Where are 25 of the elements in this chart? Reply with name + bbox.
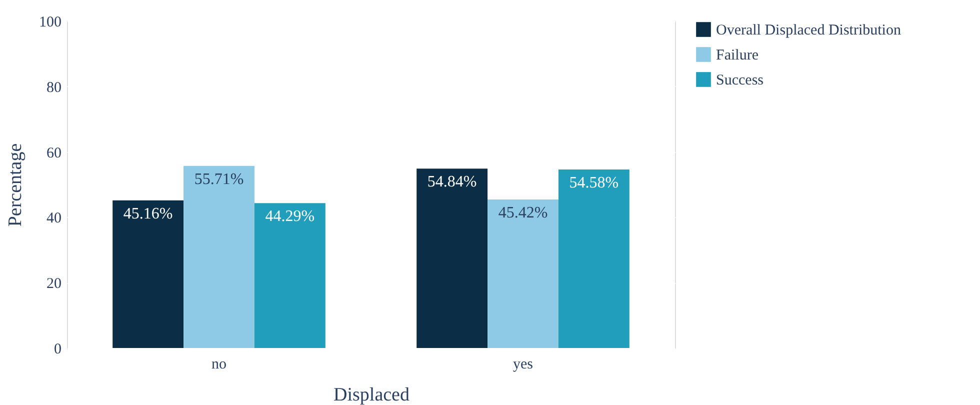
legend-label: Failure [716, 48, 759, 64]
y-tick-label: 80 [46, 80, 62, 96]
y-axis-title: Percentage [5, 143, 26, 227]
bar [416, 168, 488, 348]
bar [488, 199, 558, 348]
x-axis-title: Displaced [334, 384, 410, 405]
legend-label: Overall Displaced Distribution [716, 22, 902, 38]
bar [112, 200, 184, 348]
y-tick-label: 20 [46, 276, 62, 292]
y-tick-label: 100 [39, 14, 62, 30]
data-label: 55.71% [194, 170, 244, 188]
x-tick-label: yes [513, 356, 534, 372]
data-label: 45.16% [123, 205, 173, 222]
bar [254, 203, 326, 348]
y-tick-label: 0 [54, 342, 62, 358]
bar [558, 170, 630, 348]
data-label: 45.42% [498, 204, 548, 222]
data-label: 54.84% [427, 174, 477, 191]
legend-label: Success [716, 72, 764, 88]
data-label: 44.29% [265, 208, 315, 226]
y-tick-label: 60 [46, 145, 62, 162]
y-tick-label: 40 [46, 210, 62, 227]
bar [184, 166, 254, 348]
x-tick-label: no [212, 356, 226, 372]
data-label: 54.58% [569, 174, 619, 192]
